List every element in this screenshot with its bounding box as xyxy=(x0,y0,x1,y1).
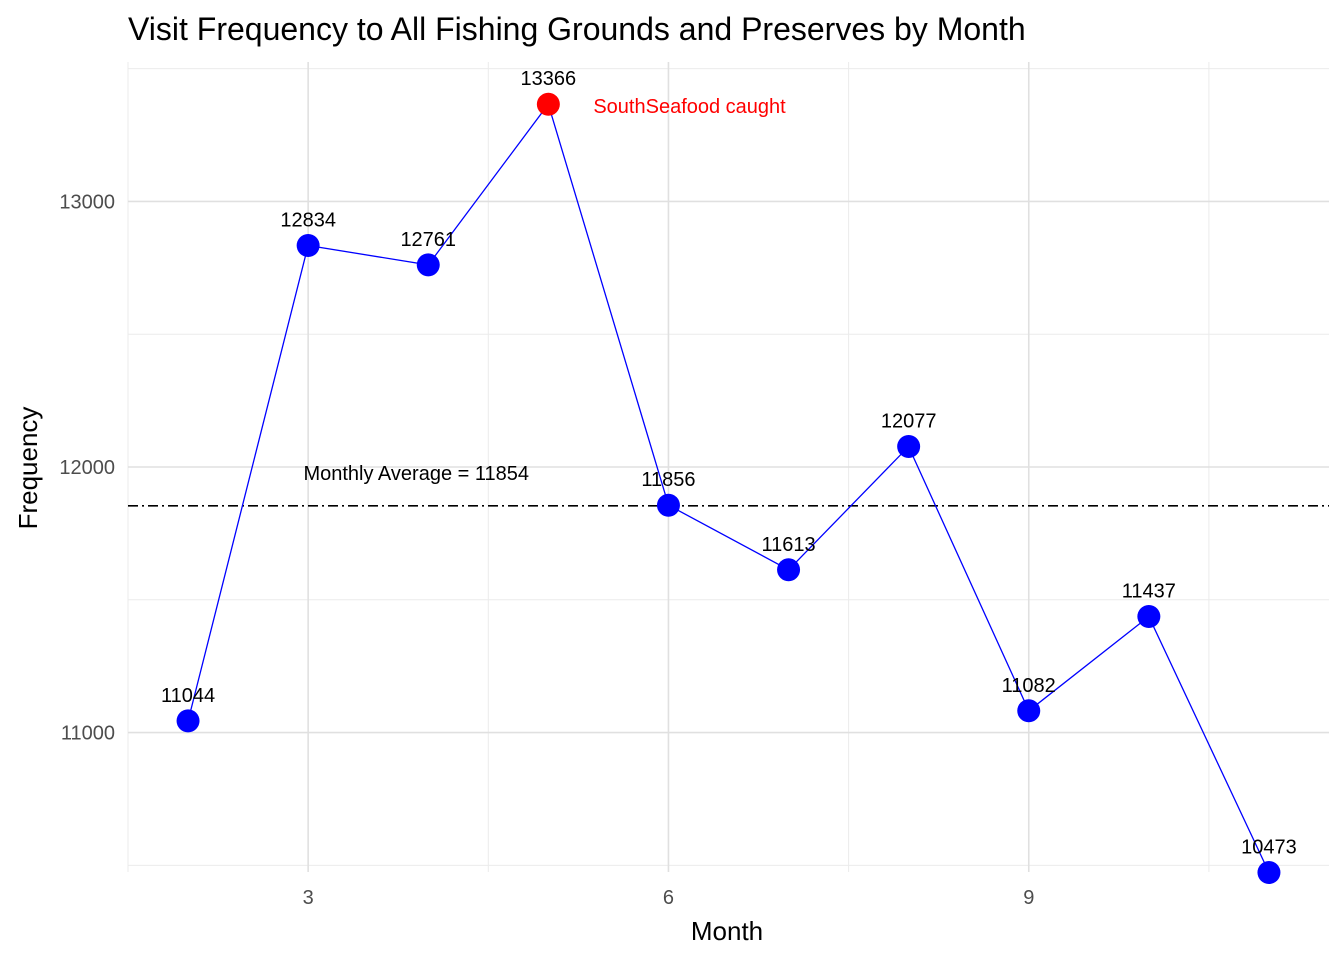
x-axis-ticks: 3 6 9 xyxy=(303,887,1035,909)
data-point xyxy=(777,558,801,582)
series-line-group xyxy=(187,102,1270,873)
monthly-average-label: Monthly Average = 11854 xyxy=(303,463,529,485)
y-tick-label: 12000 xyxy=(59,457,115,479)
y-tick-label: 13000 xyxy=(59,191,115,213)
data-points xyxy=(176,92,1281,885)
data-point xyxy=(176,709,200,733)
data-label: 12077 xyxy=(881,411,937,433)
y-tick-label: 11000 xyxy=(61,723,115,745)
highlight-annotation: SouthSeafood caught xyxy=(593,96,786,118)
y-axis-title: Frequency xyxy=(13,407,43,530)
data-label: 12834 xyxy=(280,210,336,232)
data-label: 12761 xyxy=(400,229,456,251)
data-point xyxy=(296,234,320,258)
chart-title: Visit Frequency to All Fishing Grounds a… xyxy=(128,11,1026,47)
data-labels: 11044 12834 12761 13366 11856 11613 12077 11082… xyxy=(161,68,1297,858)
data-label: 13366 xyxy=(521,68,577,90)
x-tick-label: 6 xyxy=(663,887,674,909)
monthly-average-line: Monthly Average = 11854 xyxy=(128,463,1329,507)
data-point xyxy=(1257,861,1281,885)
minor-gridlines xyxy=(127,62,1329,872)
x-axis-title: Month xyxy=(691,916,763,946)
data-label: 10473 xyxy=(1241,837,1297,859)
x-tick-label: 9 xyxy=(1023,887,1034,909)
data-point xyxy=(897,435,921,459)
major-gridlines xyxy=(128,62,1329,872)
data-label: 11613 xyxy=(761,534,815,556)
data-point xyxy=(1017,699,1041,723)
highlight-point xyxy=(536,92,560,116)
data-label: 11437 xyxy=(1122,581,1176,603)
data-point xyxy=(656,493,680,517)
data-point xyxy=(416,253,440,277)
data-point xyxy=(1137,605,1161,629)
x-tick-label: 3 xyxy=(303,887,314,909)
y-axis-ticks: 11000 12000 13000 xyxy=(59,191,115,744)
data-label: 11044 xyxy=(161,685,215,707)
series-line xyxy=(187,102,1270,873)
data-label: 11856 xyxy=(641,469,695,491)
data-label: 11082 xyxy=(1002,675,1056,697)
